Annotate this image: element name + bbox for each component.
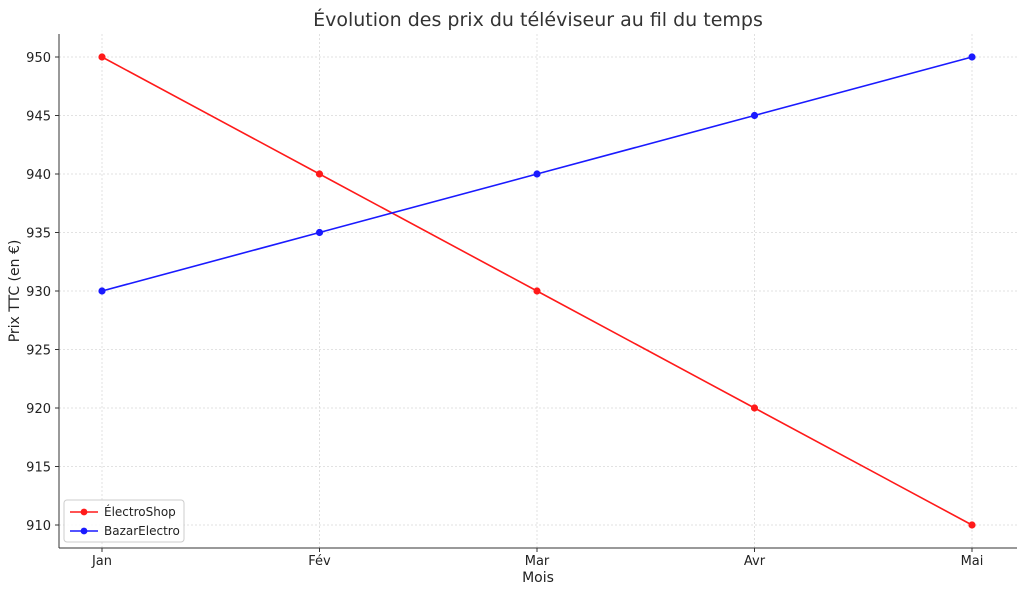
chart-title: Évolution des prix du téléviseur au fil … <box>313 8 763 31</box>
data-point <box>750 404 759 412</box>
x-ticks: Jan Fév Mar Avr Mai <box>91 548 983 569</box>
y-tick-label: 925 <box>26 344 51 359</box>
y-tick-label: 920 <box>26 402 51 417</box>
data-point <box>98 287 106 295</box>
data-point <box>968 53 976 61</box>
y-tick-label: 945 <box>26 110 51 125</box>
legend-item: ÉlectroShop <box>70 504 176 519</box>
y-tick-label: 950 <box>26 51 51 66</box>
x-tick-label: Fév <box>308 554 331 569</box>
x-axis-label: Mois <box>522 570 554 586</box>
series-0 <box>98 53 976 529</box>
data-point <box>533 287 541 295</box>
y-tick-label: 940 <box>26 168 51 183</box>
series-1 <box>98 53 976 295</box>
legend-items: ÉlectroShop BazarElectro <box>70 504 180 538</box>
legend-marker <box>80 527 88 535</box>
data-point <box>315 228 324 237</box>
x-tick-label: Avr <box>744 554 766 569</box>
legend-label: ÉlectroShop <box>104 504 176 519</box>
data-point <box>533 170 541 178</box>
data-point <box>750 111 759 120</box>
y-axis-label: Prix TTC (en €) <box>7 240 23 343</box>
x-tick-label: Jan <box>91 554 112 569</box>
series-lines <box>98 53 976 529</box>
x-tick-label: Mai <box>961 554 984 569</box>
y-ticks: 910 915 920 925 930 935 940 945 950 <box>26 51 59 534</box>
legend-item: BazarElectro <box>70 524 180 538</box>
legend-label: BazarElectro <box>104 524 180 538</box>
data-point <box>315 170 324 178</box>
legend-marker <box>80 508 88 516</box>
y-tick-label: 930 <box>26 285 51 300</box>
data-point <box>98 53 106 61</box>
legend: ÉlectroShop BazarElectro <box>63 499 185 543</box>
data-point <box>968 521 976 529</box>
y-tick-label: 935 <box>26 227 51 242</box>
x-tick-label: Mar <box>525 554 550 569</box>
y-tick-label: 910 <box>26 519 51 534</box>
y-tick-label: 915 <box>26 461 51 476</box>
